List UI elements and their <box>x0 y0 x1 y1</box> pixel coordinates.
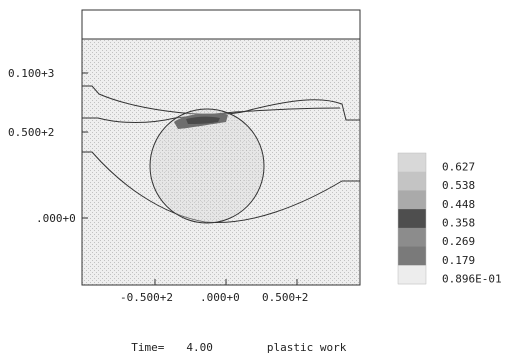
x-axis: -0.500+2 .000+0 0.500+2 <box>120 279 308 304</box>
legend-swatch <box>398 190 426 210</box>
y-tick-label: 0.100+3 <box>8 67 54 80</box>
x-tick-label: -0.500+2 <box>120 291 173 304</box>
legend-label: 0.538 <box>442 179 475 192</box>
legend-label: 0.269 <box>442 235 475 248</box>
x-tick-label: .000+0 <box>200 291 240 304</box>
plot-frame <box>81 9 361 286</box>
variable-name: plastic work <box>266 341 347 354</box>
top-clear-band <box>82 10 360 39</box>
legend-frame <box>397 152 427 285</box>
y-tick-label: .000+0 <box>36 212 76 225</box>
time-value: 4.00 <box>186 341 213 354</box>
legend-swatch <box>398 265 426 285</box>
middle-contour <box>82 107 341 123</box>
x-tick-label: 0.500+2 <box>262 291 308 304</box>
legend-swatch <box>398 153 426 173</box>
y-axis: 0.100+3 0.500+2 .000+0 <box>8 67 88 225</box>
legend-label: 0.896E-01 <box>442 273 502 286</box>
y-tick-label: 0.500+2 <box>8 126 54 139</box>
legend: 0.627 0.538 0.448 0.358 0.269 0.179 0.896E-01 <box>397 152 502 286</box>
legend-label: 0.358 <box>442 217 475 230</box>
legend-swatch <box>398 246 426 266</box>
legend-label: 0.179 <box>442 254 475 267</box>
legend-label: 0.627 <box>442 160 475 173</box>
legend-swatch <box>398 227 426 248</box>
legend-swatch <box>398 209 426 229</box>
time-label: Time= <box>131 341 165 354</box>
inclusion-circle <box>149 108 265 224</box>
footer: Time= 4.00 plastic work <box>118 328 346 354</box>
legend-label: 0.448 <box>442 198 475 211</box>
legend-swatch <box>398 171 426 191</box>
